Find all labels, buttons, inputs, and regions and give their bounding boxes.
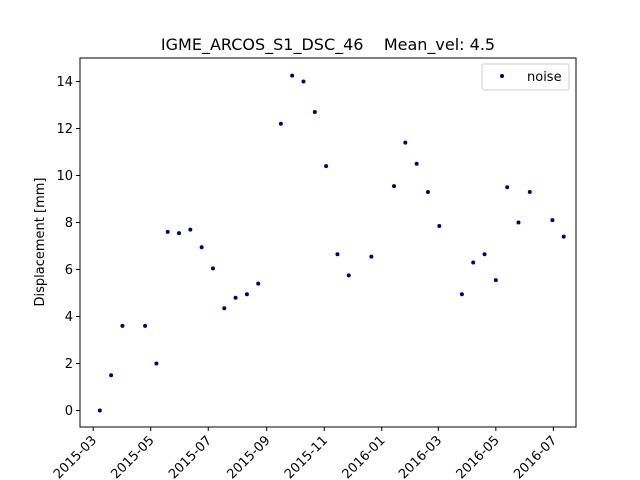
y-tick-label: 10 xyxy=(56,169,73,184)
data-point xyxy=(493,278,498,283)
data-point xyxy=(177,231,182,236)
data-point xyxy=(516,220,521,225)
data-point xyxy=(199,245,204,250)
y-tick-label: 12 xyxy=(56,122,73,137)
legend-box xyxy=(481,63,570,91)
data-point xyxy=(120,323,125,328)
data-point xyxy=(369,254,374,259)
data-point xyxy=(278,121,283,126)
data-point xyxy=(346,273,351,278)
data-point xyxy=(414,161,419,166)
data-point xyxy=(471,260,476,265)
data-point xyxy=(312,110,317,115)
data-point xyxy=(425,189,430,194)
data-point xyxy=(324,164,329,169)
plot-frame xyxy=(79,57,577,428)
legend-label: noise xyxy=(527,70,562,85)
data-point xyxy=(143,323,148,328)
data-point xyxy=(561,234,566,239)
data-point xyxy=(459,292,464,297)
y-tick-label: 0 xyxy=(65,404,73,419)
y-tick-label: 4 xyxy=(65,310,73,325)
data-point xyxy=(301,79,306,84)
data-point xyxy=(222,306,227,311)
data-point xyxy=(210,266,215,271)
data-point xyxy=(97,408,102,413)
data-point xyxy=(403,140,408,145)
data-point xyxy=(244,292,249,297)
y-axis-label: Displacement [mm] xyxy=(33,178,48,307)
legend-marker xyxy=(500,74,504,78)
data-point xyxy=(109,373,114,378)
data-point xyxy=(256,281,261,286)
data-point xyxy=(290,73,295,78)
data-point xyxy=(154,361,159,366)
data-point xyxy=(233,295,238,300)
data-point xyxy=(437,224,442,229)
chart-title: IGME_ARCOS_S1_DSC_46 Mean_vel: 4.5 xyxy=(161,35,495,55)
data-point xyxy=(550,218,555,223)
legend: noise xyxy=(481,63,570,91)
y-tick-label: 6 xyxy=(65,263,73,278)
data-point xyxy=(482,252,487,257)
y-tick-label: 2 xyxy=(65,357,73,372)
data-point xyxy=(505,185,510,190)
data-point xyxy=(165,229,170,234)
data-point xyxy=(527,189,532,194)
y-tick-label: 8 xyxy=(65,216,73,231)
data-point xyxy=(392,184,397,189)
data-point xyxy=(335,252,340,257)
y-tick-label: 14 xyxy=(56,75,73,90)
data-point xyxy=(188,227,193,232)
